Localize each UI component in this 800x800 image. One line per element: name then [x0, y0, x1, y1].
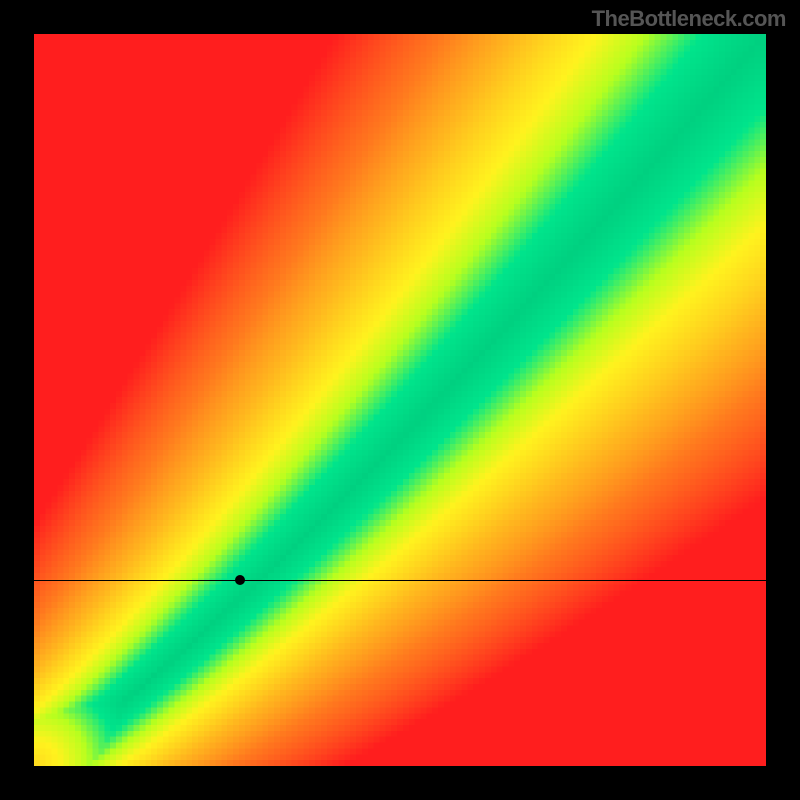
bottleneck-heatmap [34, 34, 766, 766]
crosshair-horizontal [34, 580, 766, 581]
heatmap-canvas [34, 34, 766, 766]
watermark: TheBottleneck.com [592, 6, 786, 32]
